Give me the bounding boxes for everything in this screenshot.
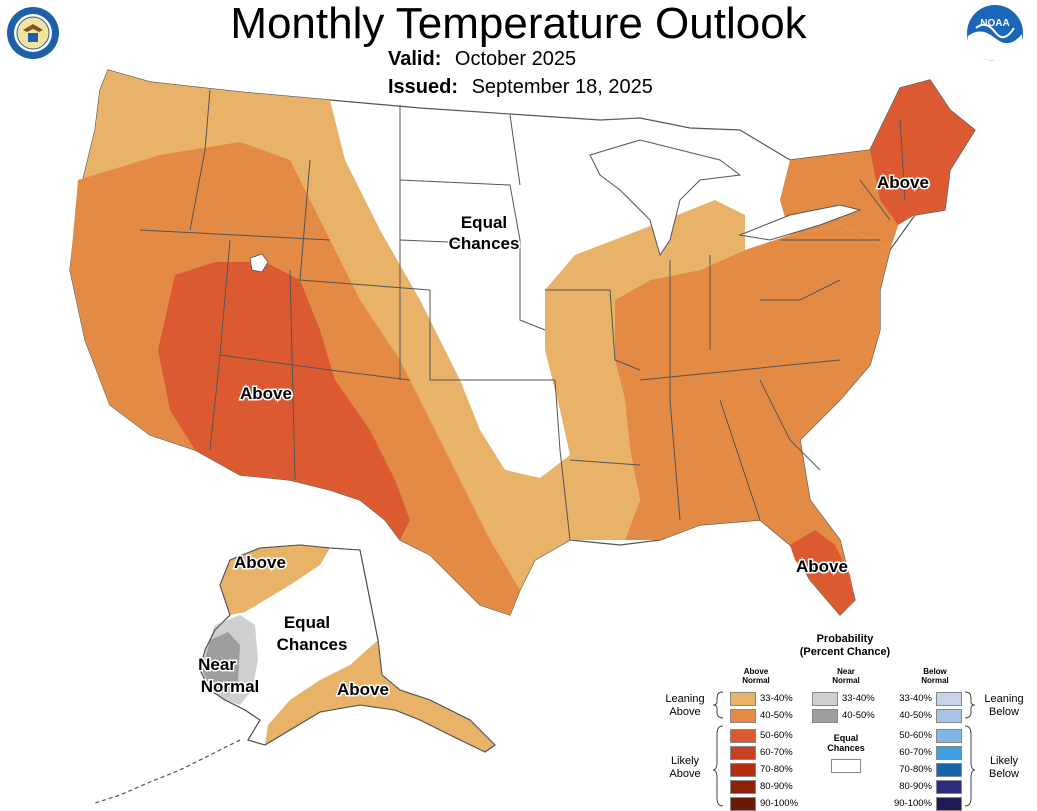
leaning-below-label: Leaning Below xyxy=(976,693,1032,719)
equal-chances-legend-label: Equal Chances xyxy=(818,733,874,753)
label-near-alaska-2: Normal xyxy=(201,677,260,696)
equal-chances-1: Equal xyxy=(833,733,859,743)
above-head-2: Normal xyxy=(742,676,770,685)
issued-line: Issued: September 18, 2025 xyxy=(388,76,653,99)
noaa-logo: NOAA xyxy=(967,5,1023,62)
above-swatch-4 xyxy=(730,746,756,760)
near-swatch-2 xyxy=(812,709,838,723)
label-above-florida: Above xyxy=(796,557,848,576)
below-range-label-5: 70-80% xyxy=(899,764,932,775)
issued-value: September 18, 2025 xyxy=(471,76,653,98)
likely-below-1: Likely xyxy=(989,755,1019,767)
above-40-50-east xyxy=(615,225,890,615)
legend-braces-left xyxy=(712,691,724,807)
below-range-label-1: 33-40% xyxy=(899,693,932,704)
leaning-above-label: Leaning Above xyxy=(657,693,713,719)
above-range-label-5: 70-80% xyxy=(760,764,793,775)
svg-text:NOAA: NOAA xyxy=(980,18,1009,29)
above-swatch-7 xyxy=(730,797,756,811)
valid-value: October 2025 xyxy=(454,48,577,70)
likely-below-label: Likely Below xyxy=(976,755,1032,781)
below-range-label-3: 50-60% xyxy=(899,730,932,741)
legend-title: Probability (Percent Chance) xyxy=(770,633,920,659)
alaska-islands xyxy=(94,739,241,804)
label-above-alaska-south: Above xyxy=(337,680,389,699)
below-head-2: Normal xyxy=(921,676,949,685)
below-swatch-6 xyxy=(936,780,962,794)
above-50-60-southwest xyxy=(158,262,410,540)
near-range-label-2: 40-50% xyxy=(842,710,875,721)
state-borders xyxy=(139,89,906,541)
valid-line: Valid: October 2025 xyxy=(388,48,576,71)
issued-label: Issued: xyxy=(388,76,459,98)
above-50-60-northeast xyxy=(870,80,975,225)
below-range-label-4: 60-70% xyxy=(899,747,932,758)
above-range-label-3: 50-60% xyxy=(760,730,793,741)
great-lakes xyxy=(589,139,742,257)
below-head-1: Below xyxy=(923,667,947,676)
label-above-alaska-north: Above xyxy=(234,553,286,572)
likely-above-label: Likely Above xyxy=(657,755,713,781)
above-head-1: Above xyxy=(743,667,769,676)
above-swatch-1 xyxy=(730,692,756,706)
above-normal-head: Above Normal xyxy=(731,667,781,685)
near-swatch-1 xyxy=(812,692,838,706)
below-swatch-7 xyxy=(936,797,962,811)
label-equal-plains-1: Equal xyxy=(461,213,507,232)
alaska-outline xyxy=(199,544,496,753)
above-range-label-6: 80-90% xyxy=(760,781,793,792)
great-salt-lake xyxy=(249,253,269,273)
above-swatch-3 xyxy=(730,729,756,743)
below-swatch-4 xyxy=(936,746,962,760)
label-equal-plains-2: Chances xyxy=(449,234,520,253)
below-range-label-6: 80-90% xyxy=(899,781,932,792)
above-range-label-4: 60-70% xyxy=(760,747,793,758)
below-swatch-1 xyxy=(936,692,962,706)
leaning-above-2: Above xyxy=(669,706,701,718)
likely-above-1: Likely xyxy=(670,755,700,767)
below-swatch-3 xyxy=(936,729,962,743)
near-head-2: Normal xyxy=(832,676,860,685)
below-range-label-7: 90-100% xyxy=(893,798,932,809)
commerce-seal-logo xyxy=(7,7,59,59)
below-swatch-5 xyxy=(936,763,962,777)
alaska-near-normal-40-50 xyxy=(202,632,240,695)
valid-label: Valid: xyxy=(388,48,442,70)
equal-chances-swatch xyxy=(831,759,861,773)
legend-braces-right xyxy=(964,691,976,807)
near-head-1: Near xyxy=(837,667,855,676)
alaska-above-south xyxy=(265,640,495,752)
label-equal-alaska-1: Equal xyxy=(284,613,330,632)
label-above-southwest: Above xyxy=(240,384,292,403)
lake-erie-ontario xyxy=(738,204,862,241)
label-near-alaska-1: Near xyxy=(198,655,236,674)
alaska-above-north xyxy=(220,545,330,615)
leaning-below-1: Leaning xyxy=(984,693,1024,705)
below-normal-head: Below Normal xyxy=(910,667,960,685)
near-range-label-1: 33-40% xyxy=(842,693,875,704)
leaning-below-2: Below xyxy=(989,706,1019,718)
likely-above-2: Above xyxy=(669,768,701,780)
leaning-above-1: Leaning xyxy=(665,693,705,705)
near-normal-head: Near Normal xyxy=(821,667,871,685)
label-equal-alaska-2: Chances xyxy=(277,635,348,654)
likely-below-2: Below xyxy=(989,768,1019,780)
above-swatch-2 xyxy=(730,709,756,723)
below-range-label-2: 40-50% xyxy=(899,710,932,721)
equal-chances-2: Chances xyxy=(827,743,865,753)
above-swatch-5 xyxy=(730,763,756,777)
label-above-northeast: Above xyxy=(877,173,929,192)
legend-title-line1: Probability xyxy=(816,633,874,645)
above-50-60-florida xyxy=(790,530,855,615)
above-range-label-2: 40-50% xyxy=(760,710,793,721)
above-range-label-7: 90-100% xyxy=(760,798,799,809)
below-swatch-2 xyxy=(936,709,962,723)
above-swatch-6 xyxy=(730,780,756,794)
legend-title-line2: (Percent Chance) xyxy=(799,646,891,658)
page-title: Monthly Temperature Outlook xyxy=(230,0,807,48)
above-range-label-1: 33-40% xyxy=(760,693,793,704)
